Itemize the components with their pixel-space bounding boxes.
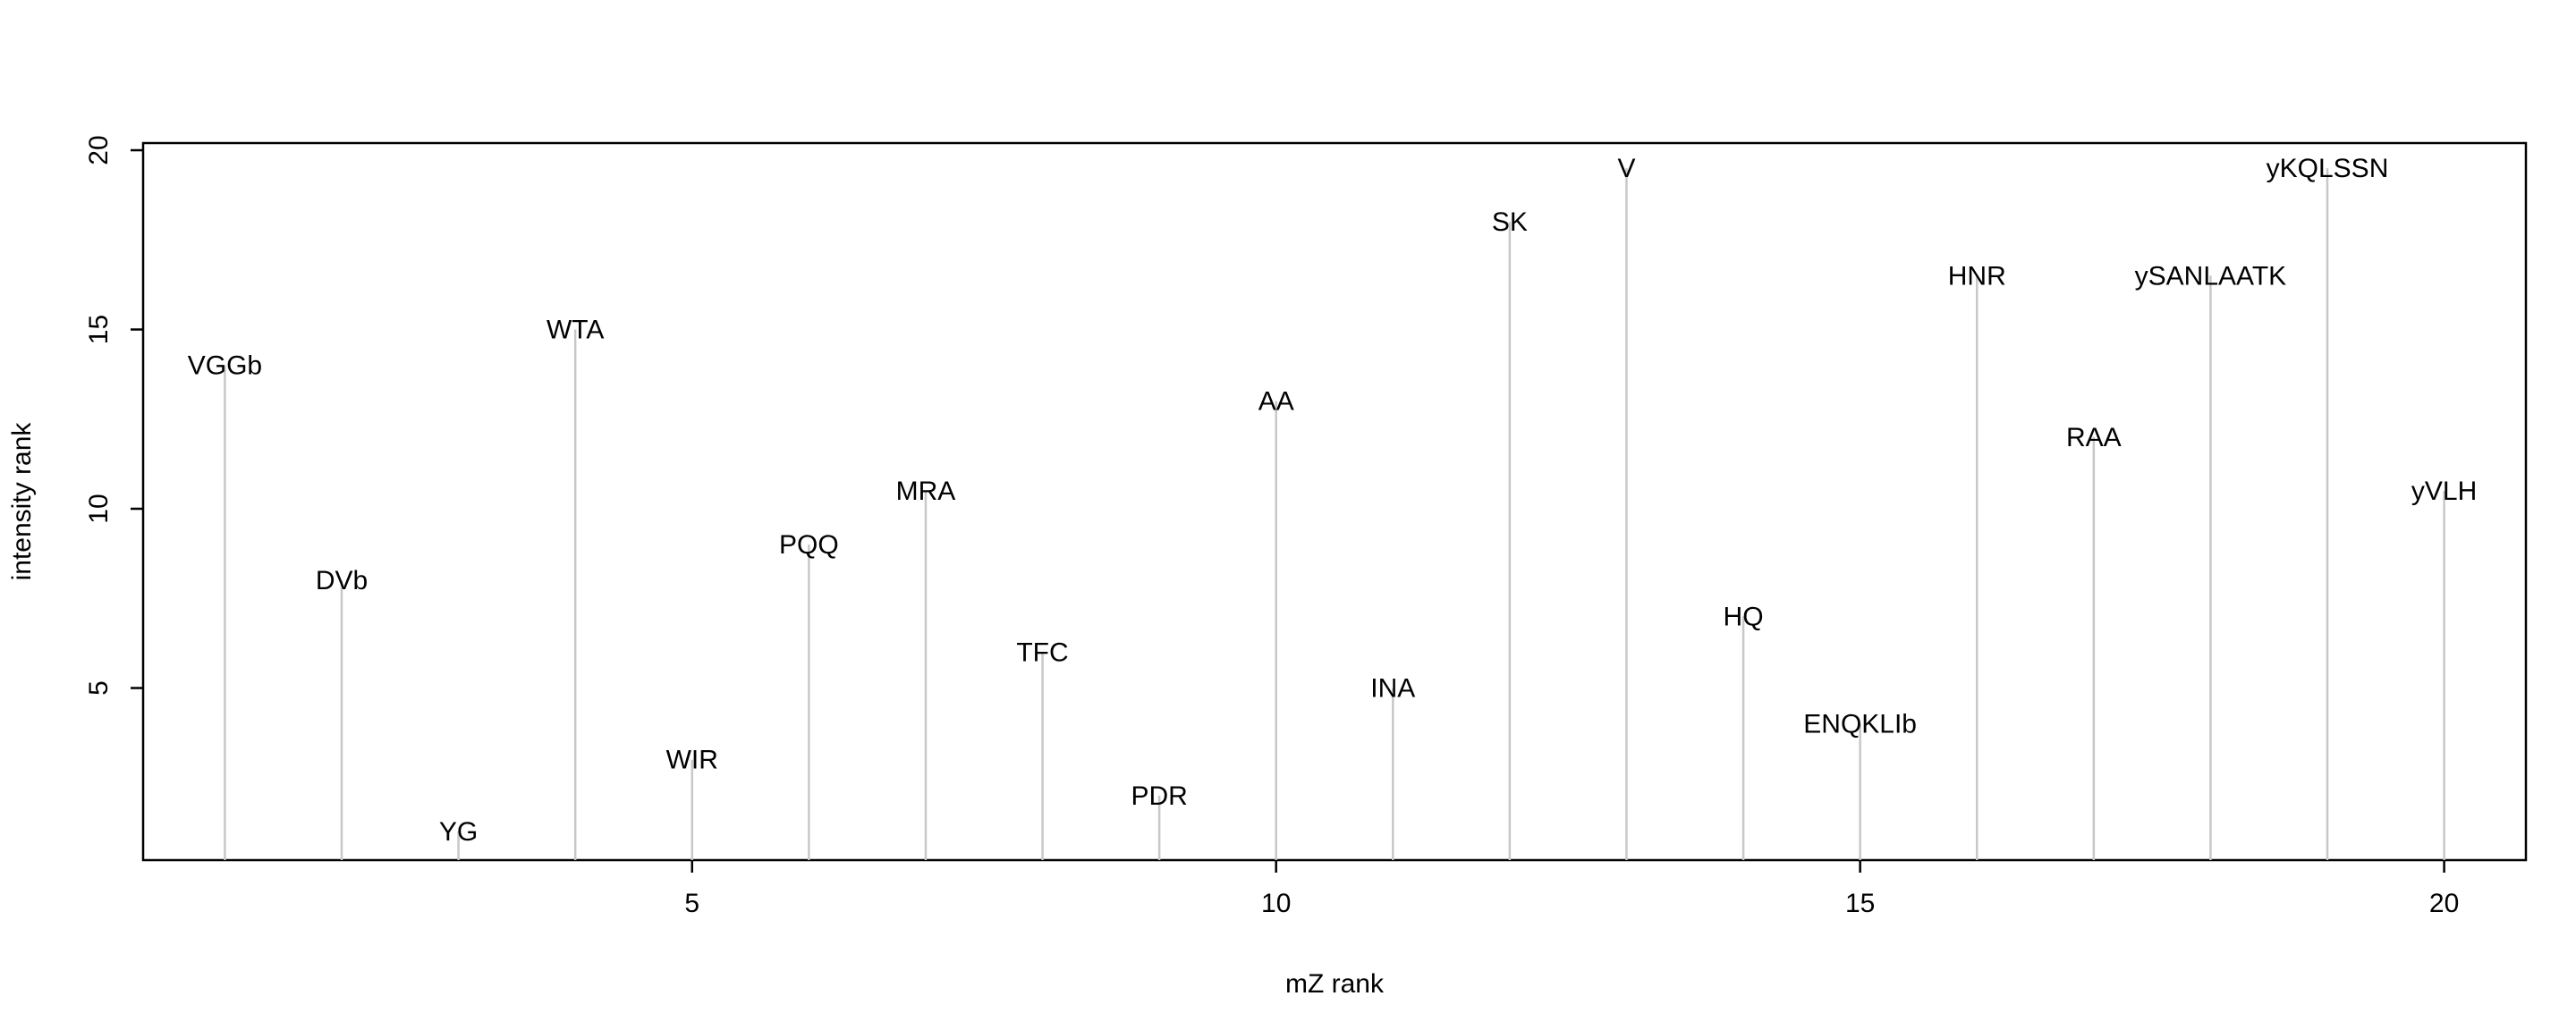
- peak-label: TFC: [1016, 637, 1068, 667]
- y-axis-title: intensity rank: [7, 422, 37, 581]
- peak-label: WIR: [666, 746, 718, 775]
- peak-label: DVb: [316, 566, 368, 595]
- peak-label: yVLH: [2411, 477, 2477, 506]
- peak-label: WTA: [547, 316, 604, 345]
- peak-label: HNR: [1948, 261, 2006, 291]
- peak-label: HQ: [1724, 602, 1764, 631]
- plot-frame: [141, 141, 2528, 862]
- peak-label: ENQKLIb: [1803, 710, 1917, 739]
- y-tick-label: 20: [84, 135, 114, 165]
- peak-label: SK: [1492, 207, 1528, 237]
- x-tick-label: 20: [2429, 889, 2459, 918]
- y-tick-label: 10: [84, 494, 114, 523]
- x-axis-title: mZ rank: [1285, 969, 1385, 999]
- peak-label: ySANLAATK: [2135, 261, 2287, 291]
- peak-label: PQQ: [779, 530, 839, 560]
- x-tick-label: 5: [684, 889, 699, 918]
- peak-label: YG: [439, 817, 478, 847]
- y-tick-label: 15: [84, 315, 114, 344]
- peak-label: MRA: [896, 477, 956, 506]
- axes: 5 10 15 20 5 10 15 20: [84, 135, 2459, 918]
- peak-label: yKQLSSN: [2267, 154, 2389, 183]
- peak-label: AA: [1258, 387, 1294, 417]
- peak-label: V: [1617, 154, 1635, 183]
- peak-label: VGGb: [188, 351, 262, 381]
- peak-label: RAA: [2066, 423, 2122, 452]
- chart-marks: VGGb DVb YG WTA WIR PQQ MRA TFC PDR AA INA SK V HQ ENQ…: [188, 154, 2477, 860]
- peak-label: PDR: [1131, 781, 1187, 811]
- peak-label: INA: [1370, 674, 1415, 704]
- x-tick-label: 10: [1261, 889, 1291, 918]
- x-tick-label: 15: [1845, 889, 1875, 918]
- y-tick-label: 5: [84, 680, 114, 696]
